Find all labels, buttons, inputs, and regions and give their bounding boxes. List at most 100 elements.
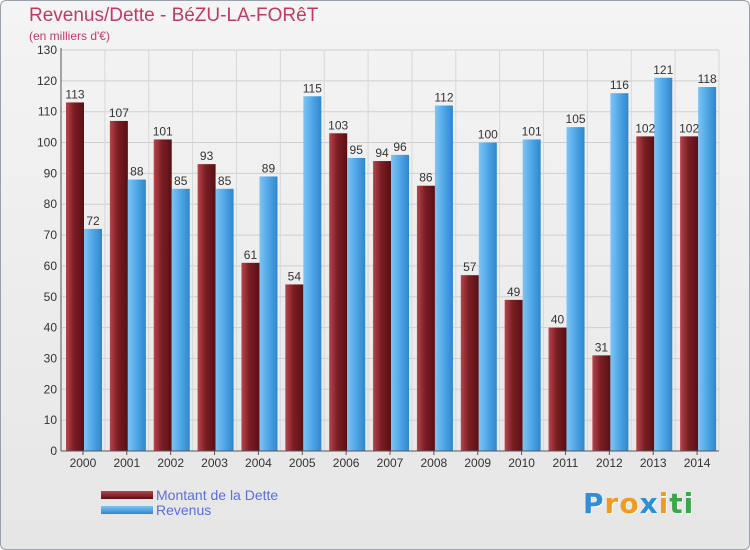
logo-letter: P xyxy=(583,487,605,520)
bar-revenus-2009 xyxy=(478,142,497,452)
y-tick-label-70: 70 xyxy=(44,228,58,242)
bar-revenus-2001 xyxy=(127,179,146,452)
data-label-revenus-2013: 121 xyxy=(653,63,673,77)
x-tick-label-2009: 2009 xyxy=(464,456,491,470)
bar-revenus-2014 xyxy=(698,87,717,451)
data-label-revenus-2003: 85 xyxy=(218,174,232,188)
data-label-dette-2009: 57 xyxy=(463,260,477,274)
bar-dette-2010 xyxy=(504,299,523,451)
bar-dette-2003 xyxy=(197,164,216,451)
y-tick-label-40: 40 xyxy=(44,321,58,335)
x-tick-label-2014: 2014 xyxy=(684,456,711,470)
bar-dette-2011 xyxy=(548,327,567,451)
chart-title: Revenus/Dette - BéZU-LA-FORêT xyxy=(29,5,319,26)
bar-dette-2002 xyxy=(153,139,172,451)
y-tick-label-110: 110 xyxy=(38,105,57,119)
logo-letter: r xyxy=(604,487,620,520)
data-label-revenus-2005: 115 xyxy=(303,81,322,95)
data-label-dette-2011: 40 xyxy=(551,313,565,327)
data-label-dette-2008: 86 xyxy=(419,171,433,185)
x-tick-label-2002: 2002 xyxy=(157,456,184,470)
y-tick-label-100: 100 xyxy=(37,136,57,150)
y-tick-label-30: 30 xyxy=(44,351,58,365)
data-label-dette-2004: 61 xyxy=(244,248,258,262)
bar-dette-2006 xyxy=(329,133,348,452)
legend-swatch-revenus xyxy=(101,506,153,514)
data-label-dette-2005: 54 xyxy=(288,269,302,283)
x-tick-label-2000: 2000 xyxy=(70,456,97,470)
bar-dette-2007 xyxy=(373,161,392,452)
bar-revenus-2012 xyxy=(610,93,629,451)
data-label-dette-2003: 93 xyxy=(200,149,214,163)
bar-revenus-2003 xyxy=(215,188,234,452)
bar-dette-2001 xyxy=(109,120,128,451)
y-tick-label-120: 120 xyxy=(37,74,57,88)
bar-dette-2013 xyxy=(636,136,655,451)
axis-layer: 0 10 20 30 40 50 60 70 80 90 100 110 120 130 2000 2001 2… xyxy=(37,43,719,470)
bar-layer xyxy=(66,77,717,452)
data-label-dette-2014: 102 xyxy=(679,121,699,135)
bar-revenus-2005 xyxy=(303,96,322,452)
bar-dette-2014 xyxy=(680,136,699,451)
bar-revenus-2004 xyxy=(259,176,278,451)
x-tick-label-2008: 2008 xyxy=(421,456,448,470)
data-label-revenus-2004: 89 xyxy=(262,161,276,175)
data-label-dette-2000: 113 xyxy=(65,87,84,101)
bar-dette-2000 xyxy=(66,102,84,451)
x-tick-label-2006: 2006 xyxy=(333,456,360,470)
bar-revenus-2011 xyxy=(566,127,585,451)
x-tick-label-2001: 2001 xyxy=(113,456,140,470)
bar-revenus-2002 xyxy=(171,188,190,452)
bar-dette-2008 xyxy=(416,185,435,451)
chart-subtitle: (en milliers d'€) xyxy=(29,29,110,43)
y-tick-label-90: 90 xyxy=(44,166,58,180)
data-label-revenus-2010: 101 xyxy=(522,124,542,138)
data-label-revenus-2001: 88 xyxy=(130,165,144,179)
x-tick-label-2003: 2003 xyxy=(201,456,228,470)
x-tick-label-2005: 2005 xyxy=(289,456,316,470)
y-tick-label-10: 10 xyxy=(44,413,58,427)
y-tick-label-60: 60 xyxy=(44,259,58,273)
bar-dette-2004 xyxy=(241,262,260,451)
data-label-dette-2010: 49 xyxy=(507,285,521,299)
x-tick-label-2012: 2012 xyxy=(596,456,623,470)
data-label-dette-2001: 107 xyxy=(109,106,129,120)
x-tick-label-2011: 2011 xyxy=(553,456,579,470)
bar-revenus-2008 xyxy=(434,105,453,452)
data-label-dette-2013: 102 xyxy=(635,121,655,135)
legend-swatch-dette xyxy=(101,491,153,499)
legend-label-dette: Montant de la Dette xyxy=(156,487,279,503)
legend-label-revenus: Revenus xyxy=(156,502,212,518)
bar-revenus-2013 xyxy=(654,77,673,451)
data-label-revenus-2011: 105 xyxy=(566,112,586,126)
bar-revenus-2000 xyxy=(84,228,102,451)
y-tick-label-20: 20 xyxy=(44,382,58,396)
y-tick-label-80: 80 xyxy=(44,197,58,211)
bar-dette-2012 xyxy=(592,355,611,451)
data-label-revenus-2014: 118 xyxy=(698,72,717,86)
bar-dette-2005 xyxy=(285,284,304,451)
logo-letter: i xyxy=(658,487,670,520)
logo-letter: t xyxy=(669,487,684,520)
data-label-revenus-2008: 112 xyxy=(434,91,453,105)
logo-letter: i xyxy=(683,487,695,520)
data-label-revenus-2002: 85 xyxy=(174,174,188,188)
data-label-revenus-2009: 100 xyxy=(478,128,498,142)
logo-letter: x xyxy=(639,487,659,520)
logo-letter: o xyxy=(619,487,640,520)
data-label-revenus-2006: 95 xyxy=(350,143,364,157)
x-tick-label-2010: 2010 xyxy=(508,456,535,470)
y-tick-label-0: 0 xyxy=(50,444,57,458)
data-label-revenus-2000: 72 xyxy=(86,214,100,228)
bar-dette-2009 xyxy=(460,275,479,451)
x-tick-label-2004: 2004 xyxy=(245,456,272,470)
proxiti-logo: Proxiti xyxy=(583,487,694,520)
bar-revenus-2007 xyxy=(391,154,410,451)
data-label-revenus-2012: 116 xyxy=(610,78,629,92)
x-tick-label-2013: 2013 xyxy=(640,456,667,470)
data-label-dette-2012: 31 xyxy=(595,340,609,354)
y-tick-label-50: 50 xyxy=(44,290,58,304)
